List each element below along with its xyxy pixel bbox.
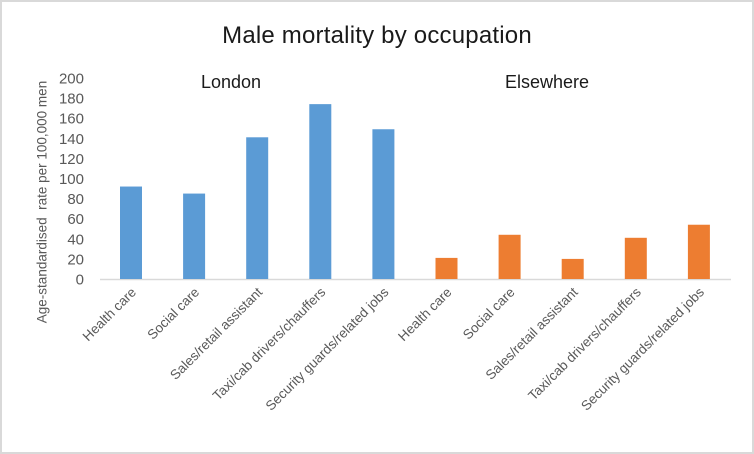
y-tick-label: 40 bbox=[67, 231, 84, 248]
x-tick-label: Taxi/cab drivers/chauffers bbox=[210, 284, 329, 403]
bar-london-3 bbox=[246, 137, 269, 279]
y-tick-label: 120 bbox=[59, 151, 84, 168]
y-tick-label: 80 bbox=[67, 191, 84, 208]
bar-elsewhere-1 bbox=[435, 257, 458, 279]
y-tick-label: 100 bbox=[59, 171, 84, 188]
bar-elsewhere-5 bbox=[687, 224, 710, 279]
y-tick-label: 160 bbox=[59, 111, 84, 128]
y-tick-label: 200 bbox=[59, 71, 84, 88]
bar-london-1 bbox=[120, 186, 142, 279]
bar-elsewhere-4 bbox=[624, 237, 647, 279]
x-tick-label: Health care bbox=[80, 285, 139, 344]
x-tick-label: Social care bbox=[144, 285, 202, 343]
bar-elsewhere-2 bbox=[498, 234, 521, 279]
x-tick-label: Security guards/related jobs bbox=[578, 284, 707, 413]
chart-title: Male mortality by occupation bbox=[222, 22, 532, 49]
y-tick-label: 60 bbox=[67, 211, 84, 228]
bar-london-2 bbox=[183, 193, 206, 279]
x-tick-label: Security guards/related jobs bbox=[263, 284, 392, 413]
bar-elsewhere-3 bbox=[561, 258, 584, 279]
y-tick-label: 20 bbox=[67, 251, 84, 268]
x-tick-label: Taxi/cab drivers/chauffers bbox=[525, 284, 644, 403]
x-tick-label: Health care bbox=[395, 285, 454, 344]
group-label-london: London bbox=[200, 72, 262, 92]
bar-london-5 bbox=[372, 129, 395, 279]
y-tick-label: 0 bbox=[76, 272, 84, 289]
group-label-elsewhere: Elsewhere bbox=[504, 72, 590, 92]
bar-london-4 bbox=[309, 104, 332, 279]
y-tick-label: 140 bbox=[59, 131, 84, 148]
x-tick-label: Social care bbox=[460, 285, 518, 343]
y-tick-label: 180 bbox=[59, 91, 84, 108]
